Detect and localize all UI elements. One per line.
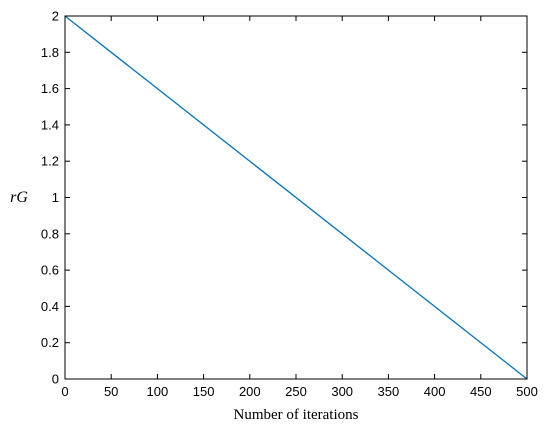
x-tick-label: 150 — [193, 384, 215, 399]
x-tick-label: 450 — [470, 384, 492, 399]
y-tick-label: 0 — [52, 372, 59, 387]
y-axis-ticks: 0 0.2 0.4 0.6 0.8 1 1.2 1.4 1.6 1.8 2 — [41, 9, 527, 387]
x-tick-label: 100 — [147, 384, 169, 399]
series-line — [64, 15, 528, 380]
x-tick-label: 250 — [285, 384, 307, 399]
x-axis-ticks: 0 50 100 150 200 250 300 350 400 450 500 — [61, 16, 538, 399]
x-tick-label: 50 — [104, 384, 118, 399]
y-tick-label: 2 — [52, 9, 59, 24]
y-tick-label: 0.2 — [41, 335, 59, 350]
x-tick-label: 200 — [239, 384, 261, 399]
x-tick-label: 300 — [331, 384, 353, 399]
y-tick-label: 1 — [52, 190, 59, 205]
x-tick-label: 350 — [378, 384, 400, 399]
x-tick-label: 400 — [424, 384, 446, 399]
x-tick-label: 0 — [61, 384, 68, 399]
y-tick-label: 1.2 — [41, 154, 59, 169]
y-tick-label: 0.6 — [41, 263, 59, 278]
x-axis-label: Number of iterations — [234, 407, 359, 423]
series-layer — [64, 15, 528, 380]
plot-frame — [64, 15, 528, 380]
y-tick-label: 0.4 — [41, 299, 59, 314]
y-tick-label: 0.8 — [41, 226, 59, 241]
y-tick-label: 1.4 — [41, 117, 59, 132]
y-tick-label: 1.6 — [41, 81, 59, 96]
y-axis-label: rG — [10, 189, 28, 206]
y-tick-label: 1.8 — [41, 45, 59, 60]
x-tick-label: 500 — [516, 384, 538, 399]
